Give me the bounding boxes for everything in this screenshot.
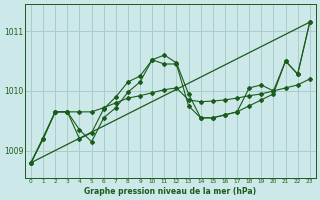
X-axis label: Graphe pression niveau de la mer (hPa): Graphe pression niveau de la mer (hPa) [84,187,256,196]
